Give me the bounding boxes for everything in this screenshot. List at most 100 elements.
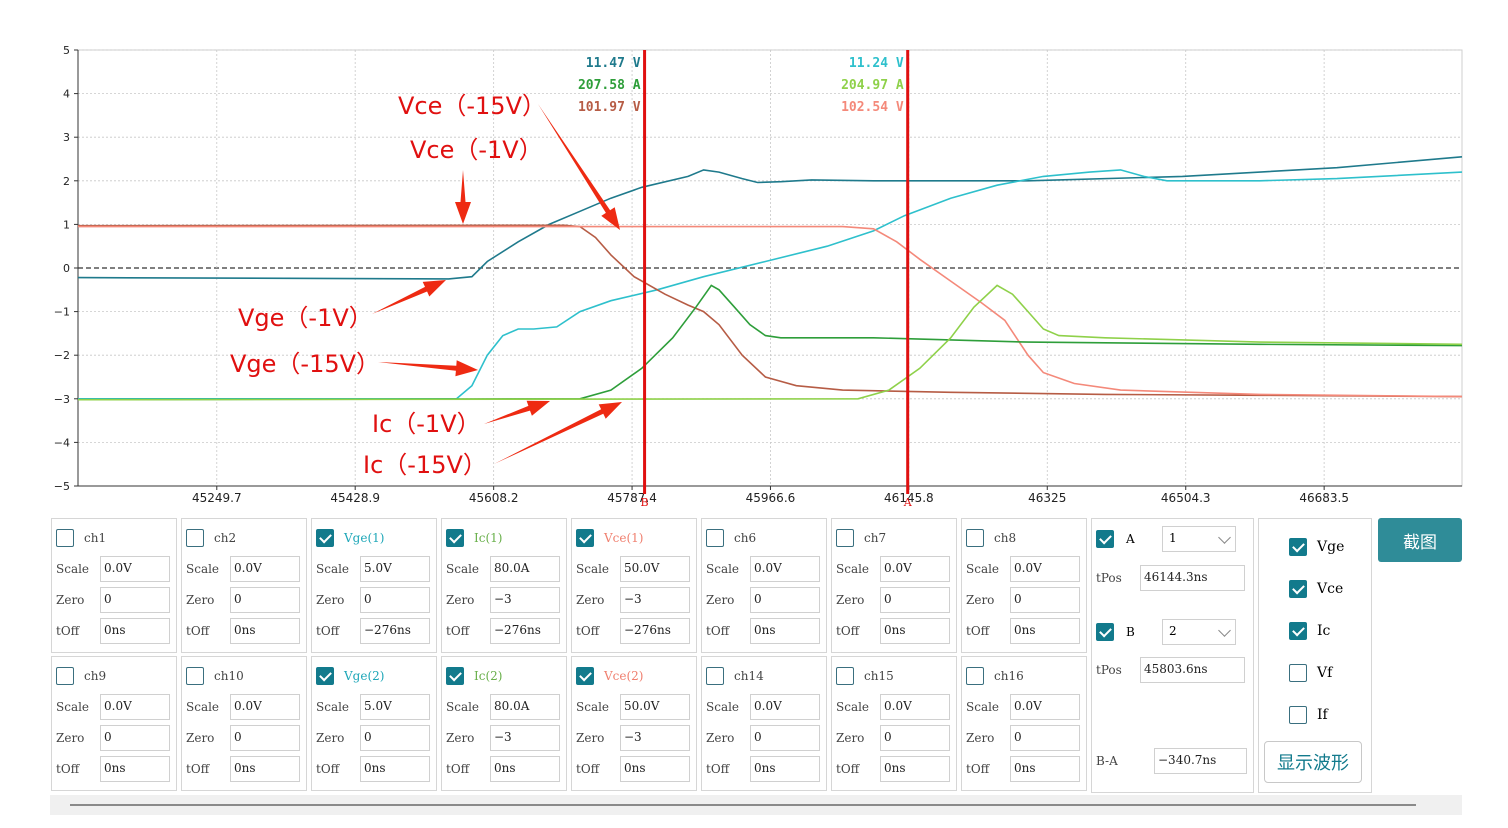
zero-label: Zero [186,593,215,607]
show-wave-button[interactable]: 显示波形 [1264,741,1362,783]
channel-checkbox[interactable] [706,529,724,547]
channel-checkbox[interactable] [186,529,204,547]
zero-field[interactable]: 0 [1010,725,1080,751]
channel-name: ch10 [214,669,244,683]
toff-field[interactable]: 0ns [230,618,300,644]
toff-field[interactable]: 0ns [620,756,690,782]
zero-field[interactable]: 0 [230,725,300,751]
cursor-a-select[interactable]: 1 [1162,526,1236,552]
scale-field[interactable]: 0.0V [230,556,300,582]
zero-label: Zero [316,731,345,745]
scale-field[interactable]: 0.0V [230,694,300,720]
zero-field[interactable]: 0 [750,587,820,613]
scale-field[interactable]: 0.0V [880,556,950,582]
channel-checkbox[interactable] [836,529,854,547]
signal-checkbox[interactable] [1289,706,1307,724]
scale-field[interactable]: 0.0V [750,556,820,582]
channel-checkbox[interactable] [56,667,74,685]
zero-label: Zero [56,731,85,745]
channel-checkbox[interactable] [446,529,464,547]
channel-checkbox[interactable] [966,529,984,547]
zero-field[interactable]: −3 [490,725,560,751]
channel-name: Ic(2) [474,669,503,683]
scale-field[interactable]: 0.0V [100,556,170,582]
channel-name: ch9 [84,669,107,683]
channel-checkbox[interactable] [576,667,594,685]
toff-field[interactable]: 0ns [1010,618,1080,644]
cursor-b-tpos-field[interactable]: 45803.6ns [1140,657,1245,683]
scale-field[interactable]: 5.0V [360,694,430,720]
horizontal-scrollbar[interactable] [50,795,1462,815]
channel-checkbox[interactable] [706,667,724,685]
channel-name: Vce(1) [604,531,644,545]
scale-field[interactable]: 0.0V [100,694,170,720]
cursor-b-checkbox[interactable] [1096,623,1114,641]
waveform-plot[interactable]: 5 4 3 2 1 0 −1 −2 −3 −4 −5 45249.7 45428.9 45608.2 457… [0,0,1508,515]
toff-field[interactable]: 0ns [750,756,820,782]
channel-name: Ic(1) [474,531,503,545]
scale-field[interactable]: 0.0V [1010,556,1080,582]
scale-field[interactable]: 50.0V [620,556,690,582]
toff-field[interactable]: 0ns [750,618,820,644]
scale-field[interactable]: 0.0V [880,694,950,720]
toff-field[interactable]: 0ns [880,618,950,644]
zero-field[interactable]: 0 [750,725,820,751]
channel-checkbox[interactable] [56,529,74,547]
zero-field[interactable]: 0 [360,587,430,613]
cursor-a-readout: 102.54 V [841,100,904,115]
scale-field[interactable]: 0.0V [1010,694,1080,720]
cursor-a-tpos-field[interactable]: 46144.3ns [1140,565,1245,591]
zero-field[interactable]: −3 [620,587,690,613]
scale-field[interactable]: 50.0V [620,694,690,720]
channel-checkbox[interactable] [186,667,204,685]
channel-checkbox[interactable] [316,529,334,547]
screenshot-button[interactable]: 截图 [1378,518,1462,562]
channel-checkbox[interactable] [316,667,334,685]
scale-field[interactable]: 80.0A [490,694,560,720]
toff-field[interactable]: 0ns [360,756,430,782]
signal-toggle-vge[interactable]: Vge [1289,533,1344,561]
zero-field[interactable]: 0 [100,587,170,613]
channel-checkbox[interactable] [446,667,464,685]
signal-checkbox[interactable] [1289,622,1307,640]
channel-checkbox[interactable] [966,667,984,685]
channel-checkbox[interactable] [836,667,854,685]
toff-field[interactable]: −276ns [360,618,430,644]
toff-field[interactable]: 0ns [230,756,300,782]
toff-field[interactable]: 0ns [100,618,170,644]
cursor-b-select[interactable]: 2 [1162,619,1236,645]
cursor-b-label: B [1126,625,1135,639]
zero-field[interactable]: 0 [100,725,170,751]
zero-field[interactable]: 0 [880,587,950,613]
y-tick-label: −1 [54,306,70,319]
scale-field[interactable]: 80.0A [490,556,560,582]
toff-field[interactable]: −276ns [490,618,560,644]
signal-checkbox[interactable] [1289,580,1307,598]
zero-field[interactable]: −3 [490,587,560,613]
toff-field[interactable]: 0ns [100,756,170,782]
signal-toggle-vf[interactable]: Vf [1289,659,1332,687]
toff-field[interactable]: 0ns [880,756,950,782]
cursor-b-readout: 101.97 V [578,100,641,115]
ba-field[interactable]: −340.7ns [1154,748,1247,774]
zero-label: Zero [446,731,475,745]
signal-toggle-vce[interactable]: Vce [1289,575,1343,603]
scale-field[interactable]: 0.0V [750,694,820,720]
zero-field[interactable]: −3 [620,725,690,751]
toff-field[interactable]: −276ns [620,618,690,644]
zero-field[interactable]: 0 [230,587,300,613]
scrollbar-thumb[interactable] [70,804,1416,806]
toff-field[interactable]: 0ns [1010,756,1080,782]
signal-toggle-ic[interactable]: Ic [1289,617,1330,645]
zero-field[interactable]: 0 [360,725,430,751]
y-tick-label: −2 [54,349,70,362]
signal-toggle-if[interactable]: If [1289,701,1328,729]
toff-field[interactable]: 0ns [490,756,560,782]
channel-checkbox[interactable] [576,529,594,547]
signal-checkbox[interactable] [1289,538,1307,556]
zero-field[interactable]: 0 [880,725,950,751]
signal-checkbox[interactable] [1289,664,1307,682]
zero-field[interactable]: 0 [1010,587,1080,613]
scale-field[interactable]: 5.0V [360,556,430,582]
cursor-a-checkbox[interactable] [1096,530,1114,548]
